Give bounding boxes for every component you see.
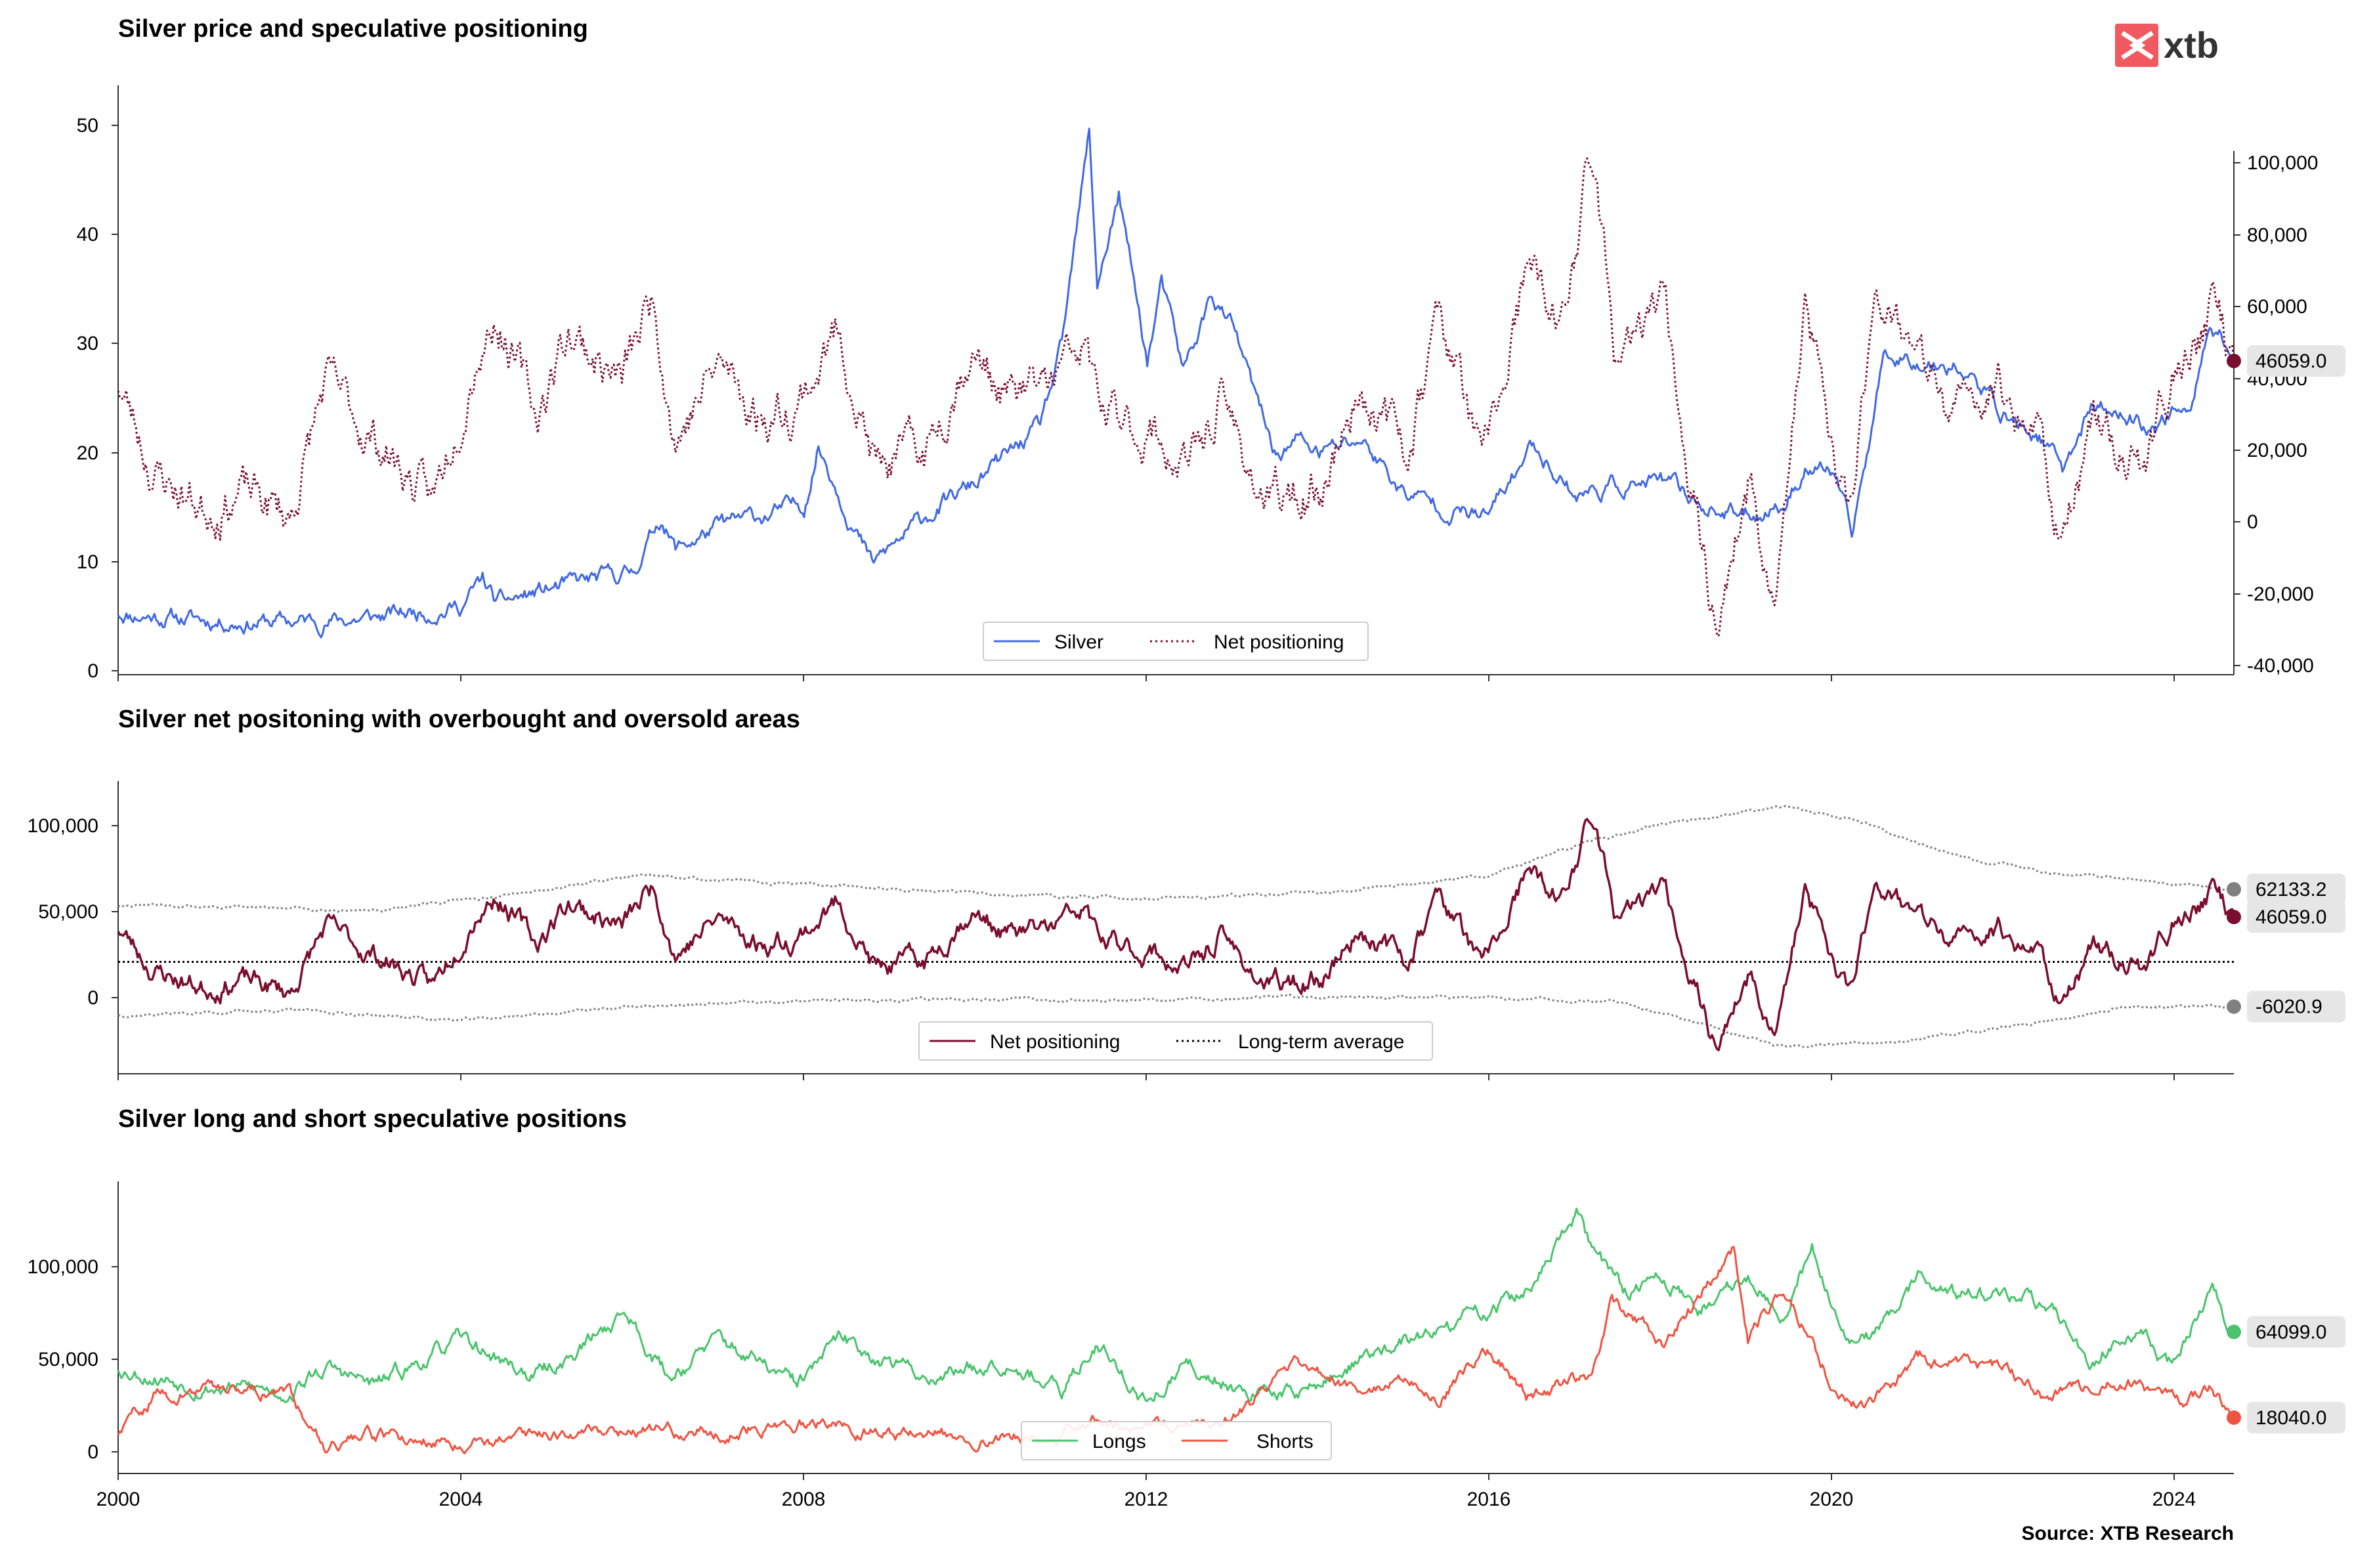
- panel-2-lower-marker-dot: [2227, 999, 2241, 1014]
- y-tick-label: 80,000: [2247, 224, 2307, 246]
- upper-band-line: [118, 805, 2235, 913]
- x-tick-label: 2000: [96, 1489, 140, 1510]
- panel-1-net-marker-badge: [2247, 345, 2345, 377]
- y-tick-label: 20,000: [2247, 440, 2307, 461]
- y-tick-label: 0: [2247, 511, 2258, 533]
- y-tick-label: 10: [77, 551, 98, 573]
- x-tick-label: 2024: [2152, 1489, 2196, 1510]
- panel-3-ticks: 0 50,000 100,000: [28, 1256, 98, 1463]
- legend-label-shorts: Shorts: [1256, 1431, 1314, 1452]
- x-mark-icon: [2121, 31, 2154, 60]
- panel-2-axes: [118, 781, 2234, 1074]
- y-tick-label: 50: [77, 115, 98, 137]
- y-tick-label: 60,000: [2247, 296, 2307, 318]
- legend-label-net-positioning: Net positioning: [1214, 631, 1344, 653]
- y-tick-label: 100,000: [28, 815, 98, 837]
- panel-2-legend: Net positioning Long-term average: [918, 1021, 1433, 1061]
- panel-1-legend: Silver Net positioning: [983, 622, 1369, 661]
- marker-layer: 46059.0 62133.2 46059.0 -6020.9 64099.0 18040…: [2227, 345, 2345, 1433]
- y-tick-label: 0: [87, 660, 98, 682]
- x-tick-marks: [118, 675, 2175, 1480]
- legend-label-long-term-average: Long-term average: [1238, 1031, 1404, 1053]
- panel-3-tick-marks: [112, 1266, 118, 1452]
- y-tick-label: 50,000: [38, 1349, 98, 1370]
- panel-1-net-marker-dot: [2227, 353, 2241, 368]
- panel-1-title: Silver price and speculative positioning: [118, 15, 588, 43]
- panel-2-upper-marker-dot: [2227, 881, 2241, 897]
- panel-1-axes: [118, 85, 2235, 675]
- longs-line: [117, 1207, 2235, 1403]
- panel-2-lower-marker-badge: [2247, 990, 2345, 1023]
- panel-3-title: Silver long and short speculative positi…: [118, 1105, 627, 1133]
- legend-box: [918, 1021, 1433, 1061]
- y-tick-label: 30: [77, 333, 98, 354]
- net-positioning-line: [117, 818, 2235, 1051]
- x-tick-label: 2004: [439, 1489, 483, 1510]
- panel-3-longs-marker-label: 64099.0: [2256, 1321, 2326, 1343]
- source-note: Source: XTB Research: [2022, 1523, 2234, 1544]
- y-tick-label: 100,000: [2247, 152, 2318, 174]
- x-tick-labels: 2000 2004 2008 2012 2016 2020 2024: [96, 1489, 2196, 1510]
- panel-2-title: Silver net positoning with overbought an…: [118, 706, 800, 733]
- panel-3-legend: Longs Shorts: [1021, 1421, 1332, 1460]
- panel-2-upper-marker-badge: [2247, 873, 2345, 905]
- silver-price-line: [117, 127, 2235, 639]
- y-tick-label: 50,000: [38, 901, 98, 923]
- panel-3-longs-marker-badge: [2247, 1316, 2345, 1348]
- panel-1-right-ticks: -40,000 -20,000 0 20,000 40,000 60,000 8…: [2247, 152, 2318, 677]
- y-tick-label: -20,000: [2247, 583, 2314, 605]
- panel-2-net-marker-label: 46059.0: [2256, 906, 2326, 928]
- y-tick-label: 20: [77, 442, 98, 464]
- panel-2-upper-marker-label: 62133.2: [2256, 879, 2326, 901]
- panel-2-ticks: 0 50,000 100,000: [28, 815, 98, 1009]
- legend-box: [1021, 1421, 1332, 1460]
- y-tick-label: 0: [87, 987, 98, 1009]
- panel-2-lower-marker-label: -6020.9: [2256, 996, 2322, 1018]
- panel-3-shorts-marker-dot: [2227, 1410, 2241, 1425]
- x-tick-label: 2020: [1810, 1489, 1854, 1510]
- xtb-logo: xtb: [2115, 24, 2219, 67]
- y-tick-label: -40,000: [2247, 655, 2314, 677]
- x-tick-label: 2016: [1467, 1489, 1511, 1510]
- lower-band-line: [118, 993, 2235, 1048]
- panel-1-left-tick-marks: [112, 125, 118, 671]
- panel-2-net-marker-badge: [2247, 901, 2345, 933]
- legend-box: [983, 622, 1369, 661]
- x-tick-label: 2012: [1124, 1489, 1168, 1510]
- y-tick-label: 100,000: [28, 1256, 98, 1278]
- y-tick-label: 40: [77, 224, 98, 245]
- panel-3-shorts-marker-label: 18040.0: [2256, 1407, 2326, 1429]
- y-tick-label: 0: [87, 1441, 98, 1463]
- panel-2-net-marker-dot: [2227, 910, 2241, 925]
- panel-3-axes: [118, 1181, 2234, 1474]
- panel-2-tick-marks: [112, 825, 118, 998]
- panel-3-shorts-marker-badge: [2247, 1401, 2345, 1433]
- legend-label-longs: Longs: [1092, 1431, 1146, 1452]
- panel-1-net-marker-label: 46059.0: [2256, 350, 2326, 372]
- x-tick-label: 2008: [782, 1489, 826, 1510]
- xtb-logo-text: xtb: [2164, 24, 2219, 66]
- panel-1-left-ticks: 0 10 20 30 40 50: [77, 115, 98, 682]
- panel-1-right-tick-marks: [2234, 162, 2240, 666]
- series-layer: [117, 127, 2235, 1454]
- panel-3-longs-marker-dot: [2227, 1324, 2241, 1340]
- legend-label-net-positioning: Net positioning: [990, 1031, 1120, 1053]
- legend-label-silver: Silver: [1054, 631, 1103, 653]
